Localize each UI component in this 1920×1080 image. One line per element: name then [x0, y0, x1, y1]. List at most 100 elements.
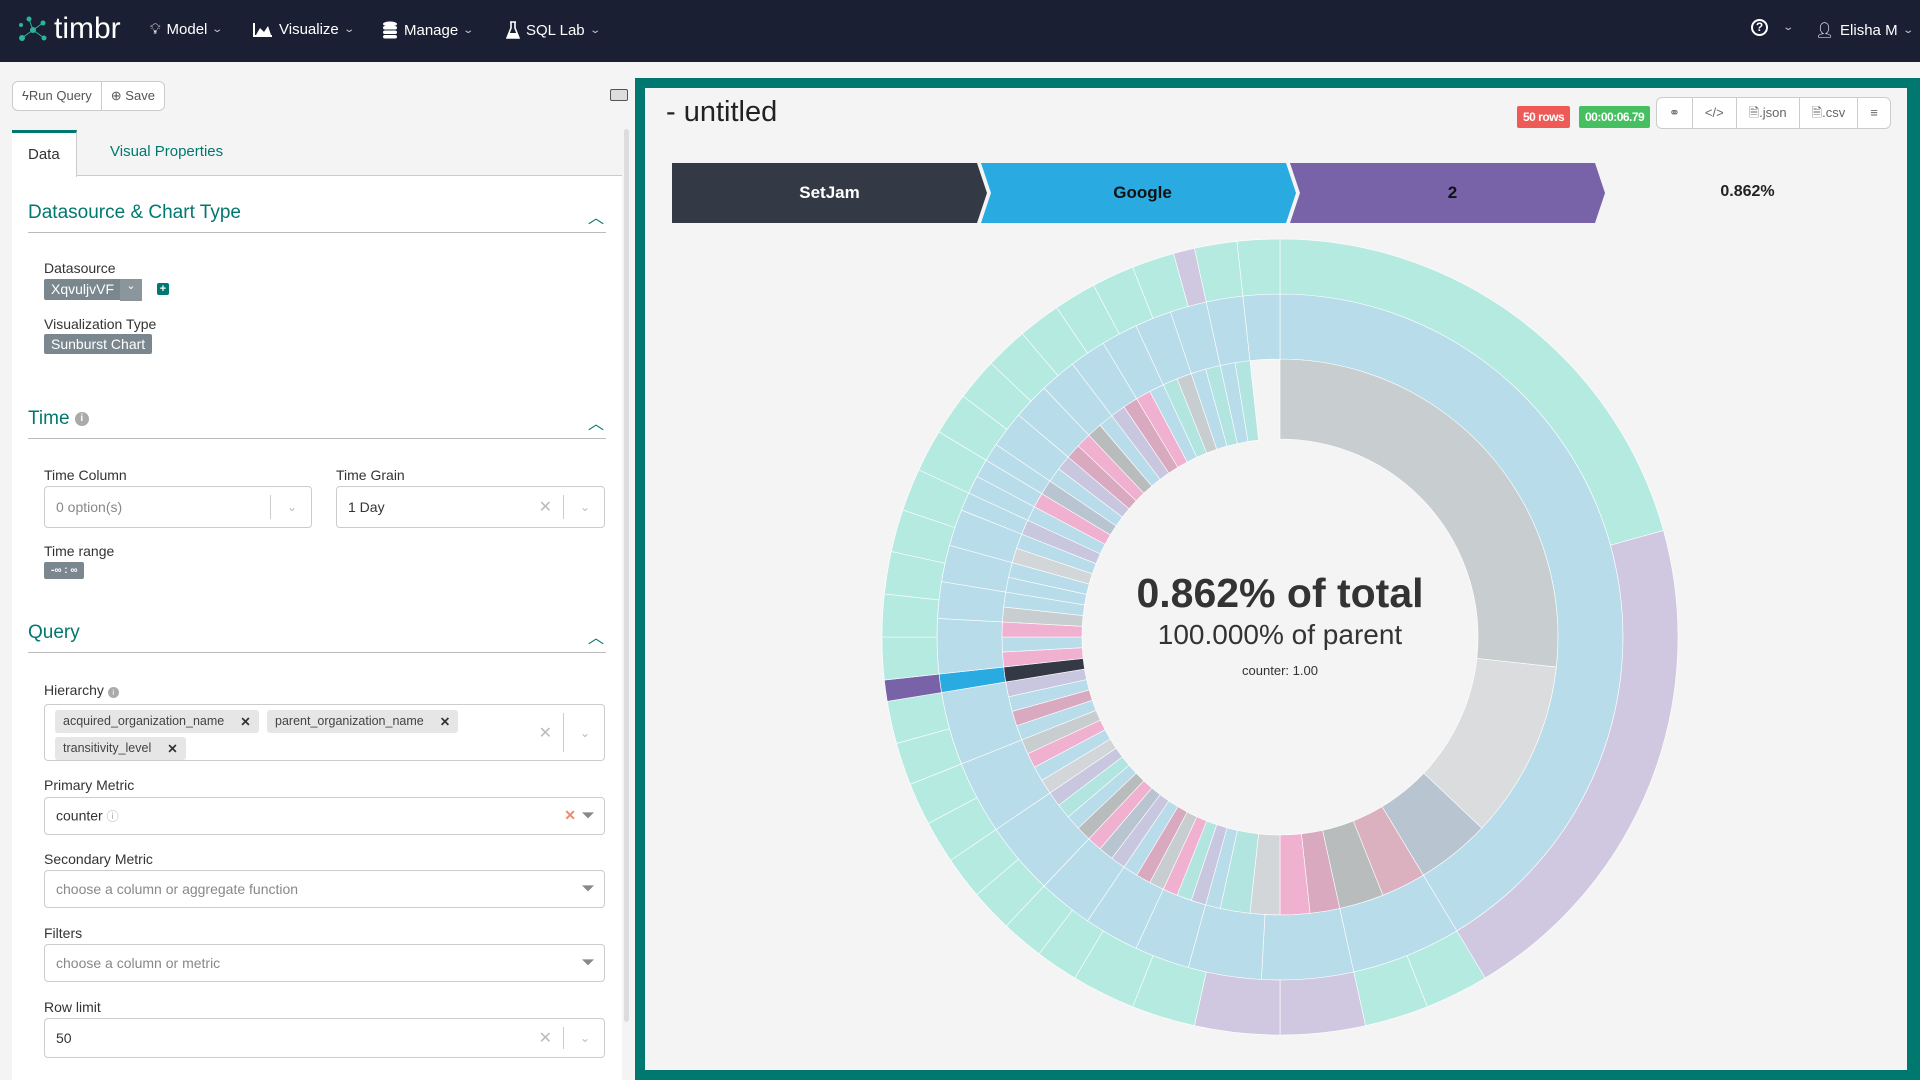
link-button[interactable]: ⚭: [1657, 98, 1692, 128]
tab-visual-properties[interactable]: Visual Properties: [110, 143, 224, 160]
query-actions: ϟRun Query ⊕ Save: [12, 81, 165, 111]
time-column-select[interactable]: 0 option(s) ⌄: [44, 486, 312, 528]
chart-title[interactable]: - untitled: [666, 96, 778, 128]
chevron-down-icon: ⌄: [579, 1031, 590, 1045]
section-title: Query: [28, 622, 80, 643]
keyboard-icon[interactable]: [610, 89, 628, 101]
sunburst-arc-level[interactable]: [881, 593, 940, 638]
remove-icon[interactable]: ✕: [564, 807, 576, 823]
primary-metric-select[interactable]: counter ⓘ ✕: [44, 797, 605, 835]
run-query-button[interactable]: ϟRun Query: [13, 82, 101, 110]
percent-of-total: 0.862% of total: [1136, 570, 1424, 616]
nav-manage[interactable]: Manage ⌄: [382, 21, 474, 39]
chevron-up-icon[interactable]: ︿: [587, 416, 604, 433]
time-range-button[interactable]: -∞ : ∞: [44, 562, 85, 579]
embed-button[interactable]: </>: [1691, 98, 1736, 128]
row-count-badge: 50 rows: [1517, 106, 1571, 128]
clear-icon[interactable]: ✕: [538, 1030, 552, 1047]
nav-model[interactable]: 💡︎ Model ⌄: [150, 21, 223, 38]
chevron-down-icon: ⌄: [286, 500, 297, 514]
primary-metric-label: Primary Metric: [44, 777, 135, 793]
viz-type-button[interactable]: Sunburst Chart: [44, 334, 153, 354]
hamburger-icon: ≡: [1870, 105, 1878, 120]
lightbulb-icon: 💡︎: [150, 21, 161, 38]
json-label: .json: [1759, 105, 1787, 120]
clear-icon[interactable]: ✕: [538, 499, 552, 516]
sunburst-arc-level[interactable]: [1236, 238, 1281, 297]
save-label: Save: [125, 88, 155, 103]
section-time-header[interactable]: Time i ︿: [28, 408, 606, 439]
chevron-up-icon[interactable]: ︿: [587, 210, 604, 227]
remove-tag-icon[interactable]: ✕: [240, 715, 251, 729]
breadcrumb-segment-1[interactable]: [981, 163, 1296, 223]
primary-metric-value: counter ⓘ: [56, 808, 119, 825]
remove-tag-icon[interactable]: ✕: [167, 742, 178, 756]
nav-label: Manage: [404, 21, 459, 39]
divider: [563, 495, 564, 519]
chevron-down-icon: ⌄: [579, 500, 590, 514]
panel-scrollbar[interactable]: [624, 129, 629, 1022]
breadcrumb-label: Google: [1113, 183, 1172, 202]
help-menu[interactable]: ? ⌄: [1751, 19, 1795, 36]
question-icon: ⓘ: [106, 809, 119, 824]
nav-sql-lab[interactable]: SQL Lab ⌄: [506, 21, 601, 39]
nav-label: Model: [166, 21, 208, 38]
tab-data[interactable]: Data: [12, 130, 77, 177]
filters-label: Filters: [44, 925, 83, 941]
export-csv-button[interactable]: 🗎︎.csv: [1798, 98, 1858, 128]
breadcrumb-segment-2[interactable]: [1290, 163, 1605, 223]
chevron-up-icon[interactable]: ︿: [587, 630, 604, 647]
menu-button[interactable]: ≡: [1857, 98, 1890, 128]
hierarchy-multiselect[interactable]: acquired_organization_name ✕ parent_organ…: [44, 704, 605, 761]
sunburst-arc-parent[interactable]: [936, 618, 1004, 675]
timbr-logo[interactable]: timbr: [16, 12, 121, 46]
nav-visualize[interactable]: Visualize ⌄: [253, 21, 355, 38]
user-name: Elisha M: [1840, 21, 1898, 39]
hierarchy-tag: acquired_organization_name ✕: [55, 710, 259, 733]
datasource-value: XqvuljvVF: [51, 281, 115, 297]
export-json-button[interactable]: 🗎︎.json: [1735, 98, 1799, 128]
breadcrumb-segment-0[interactable]: [672, 163, 987, 223]
section-datasource-header[interactable]: Datasource & Chart Type ︿: [28, 202, 606, 233]
file-code-icon: 🗎︎: [1748, 105, 1760, 120]
brand-name: timbr: [54, 12, 121, 45]
section-title: Datasource & Chart Type: [28, 202, 241, 223]
metric-name: counter: [56, 807, 103, 824]
panel-tabs: Data Visual Properties: [12, 130, 622, 177]
add-datasource-icon[interactable]: +: [157, 283, 169, 295]
save-button[interactable]: ⊕ Save: [100, 82, 164, 110]
chevron-down-icon: ⌄: [1782, 22, 1795, 33]
section-query-header[interactable]: Query ︿: [28, 622, 606, 653]
divider: [563, 713, 564, 752]
time-column-value: 0 option(s): [56, 499, 123, 515]
tag-label: acquired_organization_name: [63, 714, 225, 728]
csv-label: .csv: [1822, 105, 1846, 120]
filters-select[interactable]: choose a column or metric: [44, 944, 605, 982]
plus-circle-icon: ⊕: [110, 88, 122, 103]
clear-icon[interactable]: ✕: [538, 724, 552, 742]
caret-down-icon: [582, 959, 594, 966]
secondary-metric-placeholder: choose a column or aggregate function: [56, 881, 299, 897]
link-icon: ⚭: [1669, 105, 1680, 120]
row-limit-select[interactable]: 50 ✕ ⌄: [44, 1018, 605, 1058]
time-grain-select[interactable]: 1 Day ✕ ⌄: [336, 486, 605, 528]
tag-label: transitivity_level: [63, 741, 152, 755]
remove-tag-icon[interactable]: ✕: [439, 715, 451, 729]
row-limit-label: Row limit: [44, 999, 101, 1015]
user-menu[interactable]: 👤︎ Elisha M ⌄: [1815, 21, 1914, 40]
chevron-down-icon: ⌄: [1901, 24, 1914, 36]
help-circle-icon: ?: [1751, 19, 1768, 36]
secondary-metric-select[interactable]: choose a column or aggregate function: [44, 870, 605, 908]
divider: [563, 1027, 564, 1049]
chevron-down-icon: ⌄: [588, 24, 601, 36]
sunburst-arc-level[interactable]: [1194, 971, 1281, 1036]
database-icon: [383, 21, 397, 39]
sunburst-arc-level[interactable]: [881, 636, 940, 681]
sunburst-arc-parent[interactable]: [1261, 908, 1355, 981]
caret-down-icon: [582, 812, 594, 819]
datasource-select[interactable]: XqvuljvVF ⌄: [44, 279, 143, 301]
breadcrumb-percent: 0.862%: [1720, 183, 1775, 200]
sunburst-arc-level[interactable]: [1279, 971, 1366, 1036]
datasource-label: Datasource: [44, 260, 116, 276]
percent-of-parent: 100.000% of parent: [1157, 619, 1403, 650]
